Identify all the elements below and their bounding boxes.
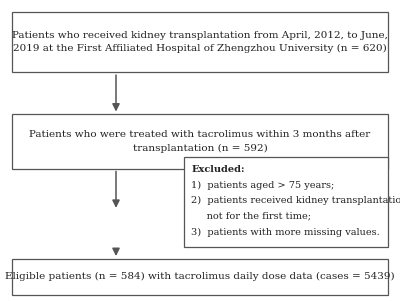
FancyBboxPatch shape	[12, 114, 388, 169]
Text: Patients who received kidney transplantation from April, 2012, to June,
2019 at : Patients who received kidney transplanta…	[12, 31, 388, 53]
Text: 1)  patients aged > 75 years;: 1) patients aged > 75 years;	[191, 181, 334, 190]
Text: not for the first time;: not for the first time;	[191, 212, 311, 221]
Text: 2)  patients received kidney transplantation: 2) patients received kidney transplantat…	[191, 196, 400, 205]
Text: 3)  patients with more missing values.: 3) patients with more missing values.	[191, 228, 380, 237]
FancyBboxPatch shape	[12, 259, 388, 295]
FancyBboxPatch shape	[184, 157, 388, 247]
Text: Patients who were treated with tacrolimus within 3 months after
transplantation : Patients who were treated with tacrolimu…	[29, 130, 371, 153]
FancyBboxPatch shape	[12, 12, 388, 72]
Text: Eligible patients (n = 584) with tacrolimus daily dose data (cases = 5439): Eligible patients (n = 584) with tacroli…	[5, 272, 395, 281]
Text: Excluded:: Excluded:	[191, 165, 245, 174]
